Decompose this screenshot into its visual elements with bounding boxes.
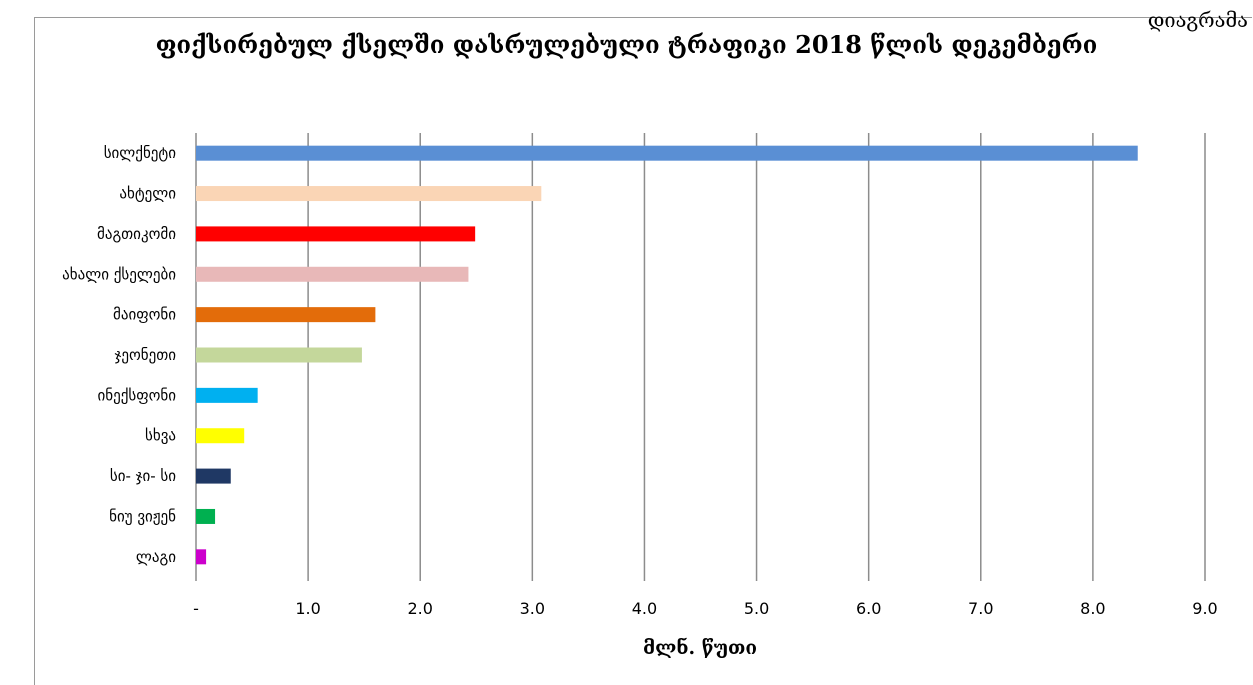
bar (196, 145, 1138, 161)
x-axis-label: მლნ. წუთი (643, 636, 757, 659)
category-label: ლაგი (136, 548, 176, 566)
chart-frame: დიაგრამა (34, 8, 1252, 685)
bar (196, 307, 376, 323)
bar (196, 226, 476, 242)
gridlines (195, 133, 1206, 581)
category-label: მაიფონი (113, 306, 176, 324)
tick-label: 7.0 (968, 599, 993, 618)
tick-labels: - 1.0 2.0 3.0 4.0 5.0 6.0 7.0 8.0 9.0 (193, 599, 1218, 618)
chart-title: ფიქსირებულ ქსელში დასრულებული ტრაფიკი 20… (155, 30, 1098, 59)
category-label: ჯეონეთი (115, 346, 177, 364)
bar (196, 428, 245, 444)
bar (196, 387, 258, 403)
tick-label: - (193, 599, 199, 618)
category-label: ახალი ქსელები (62, 265, 176, 283)
category-label: სხვა (145, 427, 176, 445)
bar (196, 468, 231, 484)
tick-label: 8.0 (1080, 599, 1105, 618)
category-labels: სილქნეტი ახტელი მაგთიკომი ახალი ქსელები მაიფ… (62, 144, 176, 566)
tick-label: 3.0 (520, 599, 545, 618)
tick-label: 6.0 (856, 599, 881, 618)
category-label: სილქნეტი (104, 144, 177, 162)
bar (196, 549, 207, 565)
corner-caption: დიაგრამა (1147, 8, 1248, 32)
bar (196, 347, 362, 363)
tick-label: 9.0 (1192, 599, 1217, 618)
category-label: ახტელი (119, 185, 176, 203)
tick-label: 1.0 (295, 599, 320, 618)
tick-label: 2.0 (407, 599, 432, 618)
bar (196, 508, 216, 524)
tick-label: 5.0 (744, 599, 769, 618)
bar (196, 186, 542, 202)
tick-label: 4.0 (632, 599, 657, 618)
category-label: სი- ჯი- სი (110, 467, 176, 485)
bars (196, 145, 1138, 565)
category-label: მაგთიკომი (97, 225, 176, 243)
category-label: ინექსფონი (97, 386, 176, 404)
category-label: ნიუ ვიჟენ (109, 507, 176, 525)
bar (196, 266, 469, 282)
